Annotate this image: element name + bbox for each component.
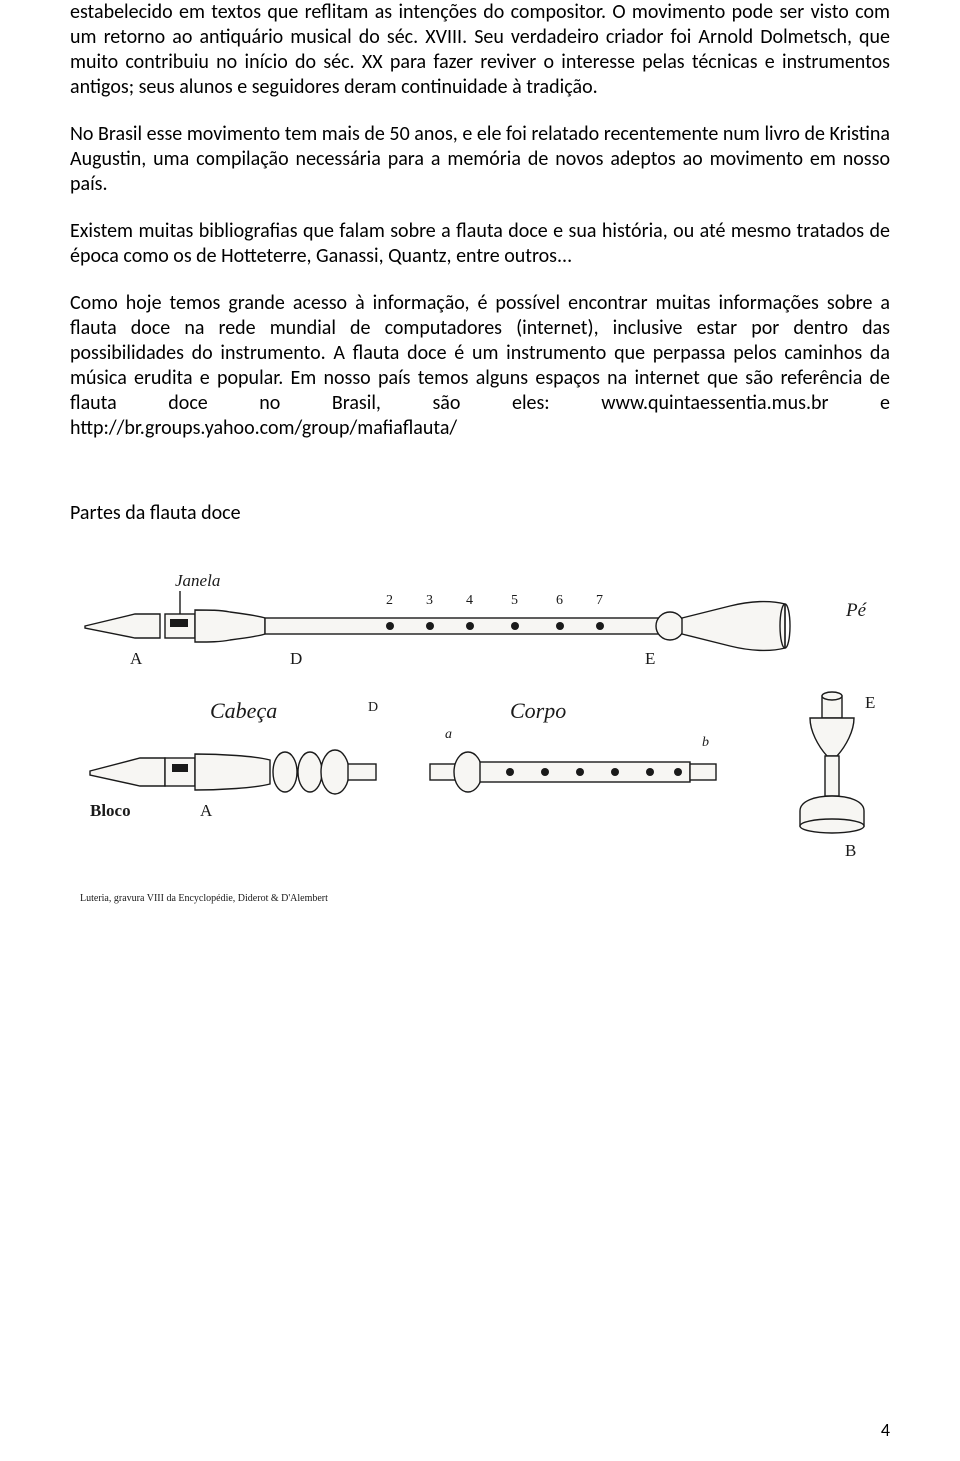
part-cabeca: [90, 750, 376, 794]
label-pe: Pé: [845, 600, 868, 621]
label-bloco: Bloco: [90, 801, 131, 820]
label-E-side: E: [865, 693, 875, 712]
flute-diagram-svg: Janela 2 3 4 5 6 7 A D E Pé Cabeça Corpo…: [70, 556, 890, 916]
page-number: 4: [881, 1419, 890, 1441]
label-D-top: D: [290, 649, 302, 668]
label-B: B: [845, 841, 856, 860]
label-A-top: A: [130, 649, 143, 668]
flute-diagram-container: Janela 2 3 4 5 6 7 A D E Pé Cabeça Corpo…: [70, 556, 890, 916]
label-a-small: a: [445, 727, 452, 742]
label-b-small: b: [702, 735, 709, 750]
label-corpo: Corpo: [510, 698, 566, 723]
label-hole-6: 6: [556, 593, 563, 608]
paragraph-1: estabelecido em textos que reflitam as i…: [70, 0, 890, 100]
label-cabeca: Cabeça: [210, 698, 277, 723]
flute-assembled: [85, 602, 790, 651]
diagram-caption: Luteria, gravura VIII da Encyclopédie, D…: [80, 893, 328, 904]
label-janela: Janela: [175, 571, 220, 590]
part-pe: [800, 692, 864, 833]
label-hole-4: 4: [466, 593, 473, 608]
part-corpo: [430, 752, 716, 792]
paragraph-2: No Brasil esse movimento tem mais de 50 …: [70, 122, 890, 197]
label-hole-7: 7: [596, 593, 603, 608]
label-E-top: E: [645, 649, 655, 668]
label-hole-2: 2: [386, 593, 393, 608]
paragraph-3: Existem muitas bibliografias que falam s…: [70, 219, 890, 269]
label-D-mid: D: [368, 700, 378, 715]
label-hole-3: 3: [426, 593, 433, 608]
label-hole-5: 5: [511, 593, 518, 608]
label-A-bottom: A: [200, 801, 213, 820]
section-title: Partes da flauta doce: [70, 501, 890, 526]
document-page: estabelecido em textos que reflitam as i…: [0, 0, 960, 1461]
paragraph-4: Como hoje temos grande acesso à informaç…: [70, 291, 890, 441]
window-hole: [170, 619, 188, 627]
